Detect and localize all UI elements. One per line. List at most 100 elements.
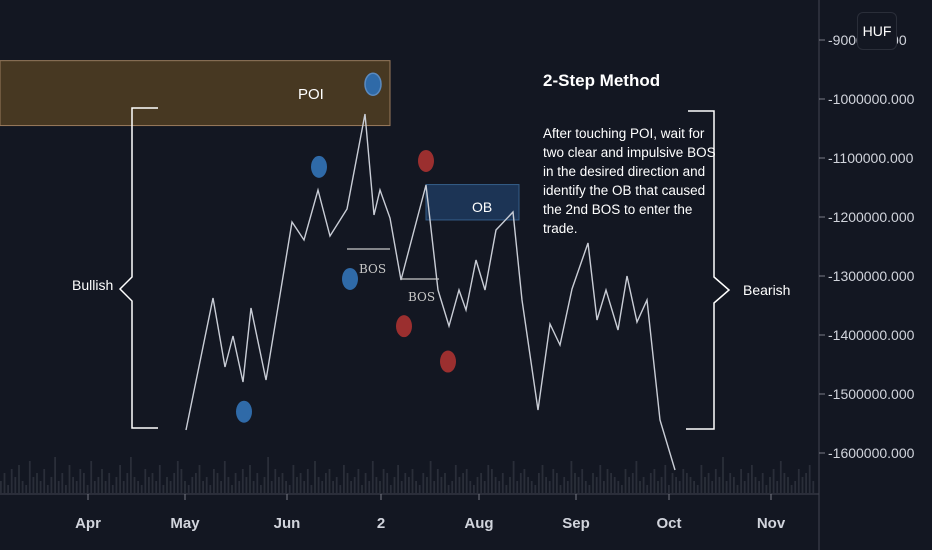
volume-bar: [252, 481, 255, 493]
volume-bar: [191, 477, 194, 493]
volume-bar: [574, 473, 576, 493]
description-line-6: trade.: [543, 221, 578, 236]
currency-badge[interactable]: HUF: [857, 12, 897, 50]
volume-bar: [249, 465, 251, 493]
volume-bar: [119, 465, 121, 493]
volume-bar: [675, 477, 677, 493]
volume-bar: [25, 485, 28, 493]
volume-bar: [491, 469, 493, 493]
volume-bar: [267, 457, 269, 493]
volume-bar: [519, 473, 522, 493]
volume-bar: [545, 477, 547, 493]
volume-bar: [155, 481, 158, 493]
volume-bar: [234, 473, 237, 493]
volume-bar: [516, 481, 519, 493]
volume-bar: [386, 473, 389, 493]
volume-bar: [595, 477, 598, 493]
volume-bar: [382, 469, 385, 493]
volume-bar: [205, 477, 208, 493]
volume-bar: [451, 481, 454, 493]
volume-bar: [473, 485, 475, 493]
volume-bar: [184, 481, 186, 493]
volume-bar: [487, 465, 490, 493]
volume-bar: [790, 485, 793, 493]
volume-bar: [635, 461, 638, 493]
volume-bar: [783, 473, 786, 493]
volume-bar: [686, 473, 688, 493]
volume-bar: [751, 465, 753, 493]
price-label: -1500000.000: [828, 386, 915, 402]
red-marker[interactable]: [418, 149, 434, 172]
ob-label: OB: [472, 199, 492, 215]
volume-bar: [46, 485, 49, 493]
volume-bar: [256, 473, 259, 493]
poi-zone[interactable]: [0, 60, 391, 127]
volume-bar: [332, 481, 334, 493]
price-axis[interactable]: -900000.000-1000000.000-1100000.000-1200…: [819, 32, 915, 461]
bos-label-2: BOS: [408, 290, 435, 304]
volume-bar: [36, 473, 38, 493]
volume-bar: [458, 477, 461, 493]
volume-bar: [722, 457, 724, 493]
volume-bar: [436, 469, 439, 493]
time-label: May: [170, 515, 200, 532]
volume-bar: [617, 481, 620, 493]
volume-bar: [173, 473, 176, 493]
volume-bar: [346, 473, 349, 493]
blue-marker[interactable]: [342, 267, 358, 290]
volume-bar: [166, 477, 168, 493]
volume-bar: [787, 477, 789, 493]
volume-bar: [747, 473, 750, 493]
blue-marker[interactable]: [364, 72, 382, 96]
volume-bar: [75, 481, 78, 493]
volume-bar: [43, 469, 46, 493]
volume-bar: [512, 461, 515, 493]
volume-bar: [447, 485, 450, 493]
volume-bar: [765, 485, 768, 493]
volume-bar: [408, 477, 410, 493]
price-label: -1300000.000: [828, 268, 915, 284]
volume-bar: [28, 461, 31, 493]
volume-bar: [588, 485, 591, 493]
volume-bar: [122, 481, 125, 493]
volume-bar: [700, 465, 703, 493]
volume-bar: [660, 477, 663, 493]
volume-bar: [678, 481, 681, 493]
volume-bar: [198, 465, 201, 493]
volume-bar: [148, 477, 150, 493]
volume-bar: [592, 473, 594, 493]
volume-bar: [278, 477, 280, 493]
volume-bar: [57, 481, 60, 493]
price-label: -1000000.000: [828, 91, 915, 107]
volume-bar: [668, 485, 670, 493]
bullish-brace: [118, 107, 158, 429]
method-title: 2-Step Method: [543, 71, 660, 90]
volume-bar: [682, 469, 685, 493]
volume-bar: [418, 485, 421, 493]
red-marker[interactable]: [440, 350, 456, 373]
volume-bar: [758, 481, 760, 493]
volume-bar: [613, 477, 616, 493]
volume-bar: [494, 477, 497, 493]
volume-bar: [97, 477, 100, 493]
blue-marker[interactable]: [236, 400, 252, 423]
volume-bar: [79, 469, 82, 493]
volume-bar: [328, 469, 331, 493]
red-marker[interactable]: [396, 315, 412, 338]
volume-bar: [169, 481, 172, 493]
volume-bar: [776, 481, 779, 493]
volume-bar: [375, 477, 378, 493]
volume-bar: [389, 485, 392, 493]
volume-bar: [462, 473, 464, 493]
volume-bar: [433, 481, 436, 493]
volume-bar: [158, 465, 161, 493]
volume-bar: [54, 457, 56, 493]
volume-bar: [704, 477, 706, 493]
blue-marker[interactable]: [311, 155, 327, 178]
volume-bar: [216, 473, 219, 493]
volume-bar: [714, 469, 717, 493]
ob-zone[interactable]: [425, 184, 520, 221]
time-axis[interactable]: Apr May Jun 2 Aug Sep Oct Nov: [75, 494, 786, 532]
volume-bar: [808, 465, 811, 493]
